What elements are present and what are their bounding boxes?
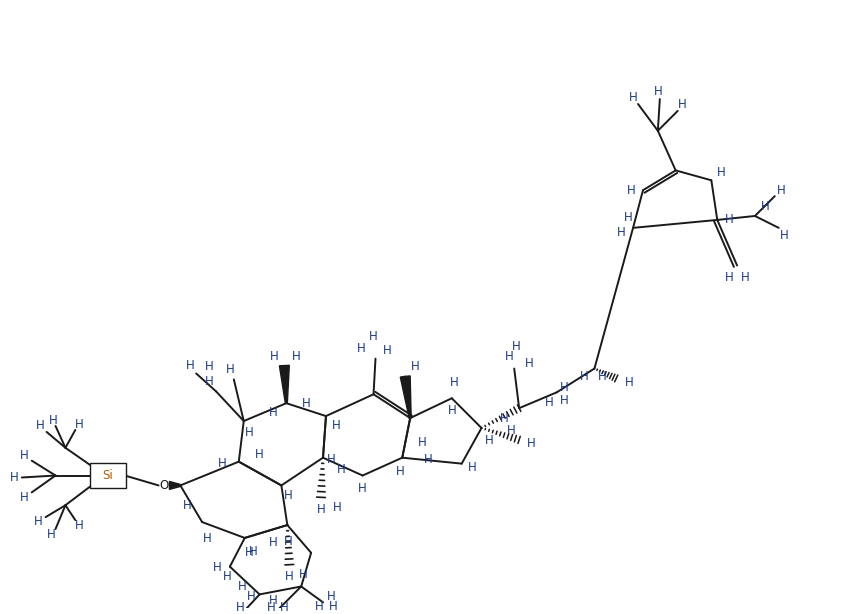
Text: H: H (327, 453, 335, 466)
Text: H: H (47, 529, 56, 542)
Text: H: H (468, 461, 477, 474)
Text: H: H (315, 600, 323, 613)
Text: H: H (327, 590, 335, 603)
Text: H: H (302, 397, 311, 410)
Text: H: H (255, 448, 264, 461)
Text: H: H (625, 376, 633, 389)
Text: H: H (418, 437, 426, 449)
Text: H: H (299, 568, 307, 581)
Text: H: H (560, 394, 569, 406)
Text: H: H (284, 535, 293, 548)
Text: H: H (250, 545, 258, 558)
Text: H: H (424, 453, 432, 466)
Text: H: H (505, 350, 514, 363)
Text: H: H (280, 600, 289, 614)
Text: H: H (183, 499, 191, 511)
Text: H: H (186, 359, 195, 372)
Text: H: H (49, 414, 57, 427)
Text: H: H (617, 227, 625, 239)
Text: H: H (760, 200, 770, 212)
Text: H: H (740, 271, 749, 284)
Text: H: H (527, 437, 535, 450)
Text: H: H (357, 342, 366, 356)
Text: H: H (777, 184, 786, 196)
Text: H: H (317, 503, 325, 516)
Text: H: H (292, 350, 300, 363)
Text: H: H (205, 375, 214, 388)
Polygon shape (280, 365, 289, 403)
Text: H: H (447, 403, 456, 417)
Text: H: H (202, 532, 211, 545)
Text: H: H (238, 580, 246, 593)
Text: H: H (545, 395, 553, 409)
Text: H: H (626, 184, 636, 196)
Text: H: H (331, 419, 341, 432)
Polygon shape (401, 376, 411, 418)
Text: H: H (383, 344, 392, 357)
Text: H: H (267, 600, 276, 614)
Text: H: H (500, 411, 509, 424)
Text: H: H (359, 482, 367, 495)
Text: H: H (525, 357, 534, 370)
Polygon shape (169, 481, 180, 489)
Text: H: H (20, 449, 28, 462)
Text: H: H (222, 570, 232, 583)
Text: H: H (336, 463, 345, 476)
Text: H: H (75, 519, 84, 532)
Text: H: H (725, 214, 734, 227)
Text: H: H (270, 350, 279, 363)
Text: H: H (269, 537, 278, 550)
Text: H: H (678, 98, 687, 111)
Text: H: H (205, 360, 214, 373)
Text: H: H (780, 229, 789, 243)
Text: H: H (9, 471, 18, 484)
Text: H: H (629, 91, 637, 104)
Text: H: H (36, 419, 45, 432)
FancyBboxPatch shape (90, 462, 126, 488)
Text: H: H (485, 434, 494, 448)
Text: H: H (245, 546, 254, 559)
Text: H: H (369, 330, 378, 343)
Text: H: H (284, 489, 293, 502)
Text: H: H (725, 271, 734, 284)
Text: H: H (247, 590, 256, 603)
Text: H: H (507, 424, 516, 437)
Text: H: H (329, 600, 337, 613)
Text: H: H (269, 406, 278, 419)
Text: H: H (560, 381, 569, 394)
Text: H: H (285, 570, 293, 583)
Text: H: H (269, 594, 278, 607)
Text: H: H (411, 360, 420, 373)
Text: H: H (598, 370, 607, 383)
Text: O: O (160, 479, 169, 492)
Text: H: H (226, 363, 234, 376)
Text: H: H (624, 211, 632, 225)
Text: H: H (213, 561, 221, 574)
Text: H: H (580, 370, 589, 383)
Text: H: H (20, 491, 28, 504)
Text: H: H (245, 426, 254, 440)
Text: H: H (75, 418, 84, 430)
Text: H: H (512, 340, 521, 353)
Text: H: H (396, 465, 405, 478)
Text: H: H (218, 457, 227, 470)
Text: H: H (654, 85, 662, 98)
Text: H: H (333, 501, 341, 514)
Text: H: H (34, 515, 43, 527)
Text: H: H (235, 600, 245, 614)
Text: Si: Si (103, 469, 113, 482)
Text: H: H (717, 166, 726, 179)
Text: H: H (450, 376, 458, 389)
